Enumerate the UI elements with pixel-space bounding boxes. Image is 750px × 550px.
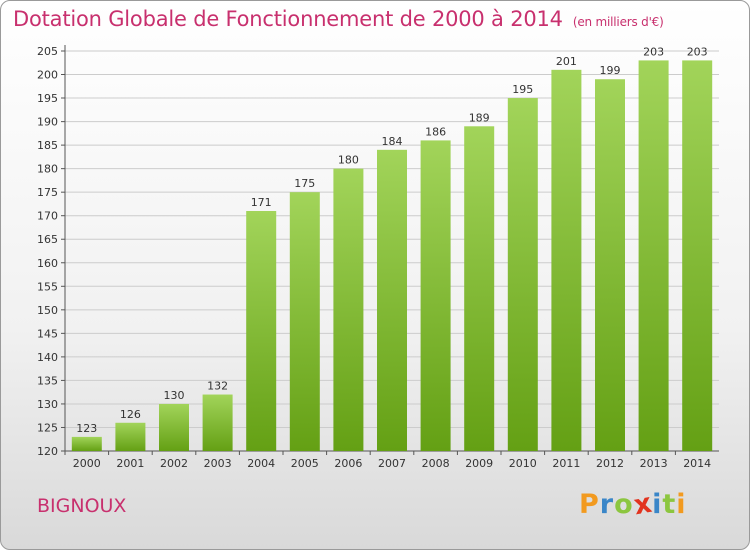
x-tick-label: 2010 <box>509 457 537 470</box>
y-tick-label: 165 <box>37 233 58 246</box>
y-tick-label: 175 <box>37 186 58 199</box>
x-tick-label: 2002 <box>160 457 188 470</box>
bar-2002 <box>159 403 189 451</box>
bar-2009 <box>464 126 495 451</box>
x-tick-label: 2008 <box>422 457 450 470</box>
data-label-2013: 203 <box>643 45 664 58</box>
x-tick-label: 2014 <box>683 457 711 470</box>
x-tick-label: 2012 <box>596 457 624 470</box>
proxiti-logo[interactable]: Proxiti <box>579 488 687 522</box>
chart-title-main: Dotation Globale de Fonctionnement de 20… <box>13 7 563 31</box>
y-tick-label: 195 <box>37 92 58 105</box>
data-label-2011: 201 <box>556 55 577 68</box>
y-tick-label: 125 <box>37 421 58 434</box>
bar-2011 <box>551 69 582 451</box>
x-tick-label: 2007 <box>378 457 406 470</box>
y-tick-label: 190 <box>37 116 58 129</box>
x-tick-label: 2011 <box>552 457 580 470</box>
x-tick-label: 2004 <box>247 457 275 470</box>
data-label-2007: 184 <box>382 135 403 148</box>
y-tick-label: 120 <box>37 445 58 458</box>
data-label-2006: 180 <box>338 154 359 167</box>
logo-letter: i <box>652 489 663 520</box>
y-tick-label: 130 <box>37 398 58 411</box>
chart-title: Dotation Globale de Fonctionnement de 20… <box>13 7 664 31</box>
bar-2014 <box>682 60 713 451</box>
x-tick-label: 2013 <box>640 457 668 470</box>
data-label-2002: 130 <box>164 389 185 402</box>
bar-2006 <box>333 168 364 451</box>
y-tick-label: 180 <box>37 163 58 176</box>
bar-2007 <box>377 149 407 451</box>
x-tick-label: 2001 <box>116 457 144 470</box>
chart-title-unit: (en milliers d'€) <box>572 15 664 29</box>
data-label-2000: 123 <box>76 422 97 435</box>
data-label-2012: 199 <box>600 64 621 77</box>
bar-2008 <box>420 140 451 452</box>
data-label-2008: 186 <box>425 125 446 138</box>
data-label-2004: 171 <box>251 196 272 209</box>
y-tick-label: 150 <box>37 304 58 317</box>
y-tick-label: 135 <box>37 374 58 387</box>
x-tick-label: 2009 <box>465 457 493 470</box>
bar-2005 <box>289 192 320 452</box>
y-tick-label: 145 <box>37 327 58 340</box>
x-tick-label: 2000 <box>73 457 101 470</box>
bar-2012 <box>595 79 625 451</box>
bar-2013 <box>638 60 669 451</box>
logo-letter: P <box>579 489 600 520</box>
bar-2004 <box>246 211 277 451</box>
y-tick-label: 185 <box>37 139 58 152</box>
data-label-2003: 132 <box>207 380 228 393</box>
data-label-2005: 175 <box>294 177 315 190</box>
bar-2010 <box>507 98 538 451</box>
logo-letter: i <box>676 489 687 520</box>
y-tick-label: 155 <box>37 280 58 293</box>
y-tick-label: 140 <box>37 351 58 364</box>
x-tick-label: 2005 <box>291 457 319 470</box>
data-label-2001: 126 <box>120 408 141 421</box>
bars <box>71 60 713 452</box>
y-tick-label: 160 <box>37 257 58 270</box>
data-label-2009: 189 <box>469 111 490 124</box>
y-tick-label: 205 <box>37 45 58 58</box>
y-tick-label: 170 <box>37 210 58 223</box>
bar-2000 <box>71 436 102 451</box>
y-tick-label: 200 <box>37 69 58 82</box>
x-tick-label: 2003 <box>204 457 232 470</box>
commune-name: BIGNOUX <box>37 495 127 517</box>
data-labels: 123 126 130 132 171 175 180 184 186 189 195 201 199 2… <box>76 45 707 434</box>
data-label-2010: 195 <box>512 83 533 96</box>
logo-letter: o <box>614 489 634 520</box>
bar-2003 <box>202 394 233 451</box>
x-tick-label: 2006 <box>334 457 362 470</box>
bar-2001 <box>115 422 146 451</box>
data-label-2014: 203 <box>687 45 708 58</box>
logo-letter: t <box>662 489 677 520</box>
logo-letter: r <box>599 489 615 520</box>
